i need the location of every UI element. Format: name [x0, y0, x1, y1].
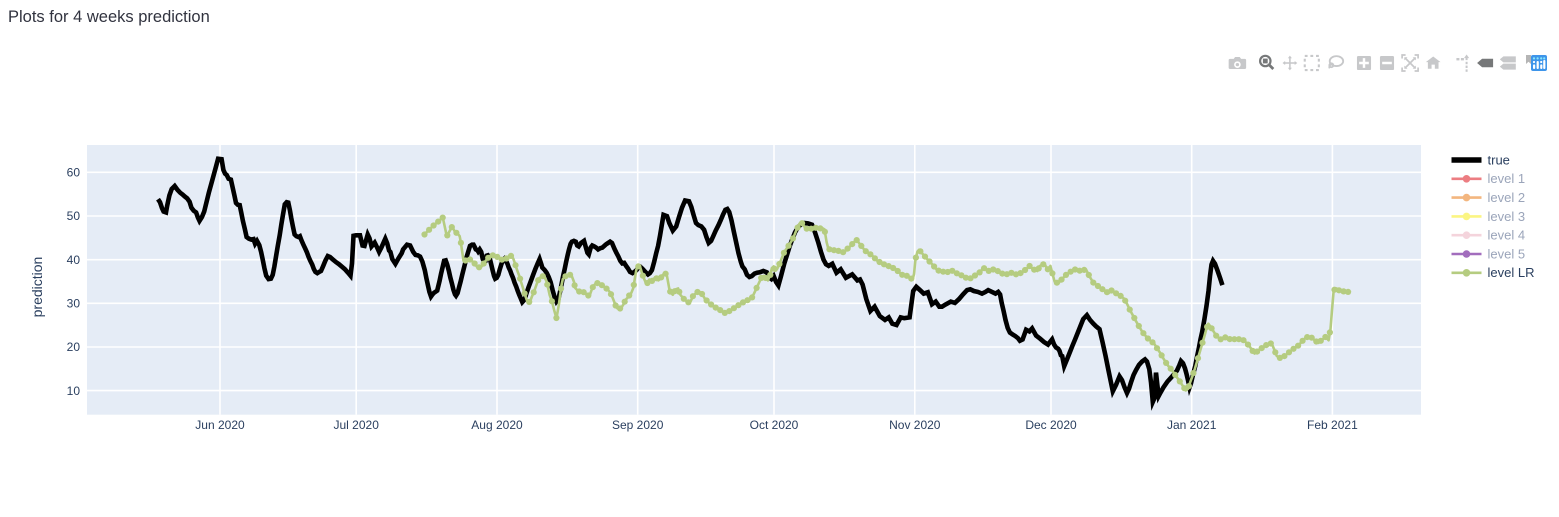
svg-text:level 2: level 2	[1488, 190, 1526, 205]
svg-text:Jan 2021: Jan 2021	[1167, 418, 1217, 432]
svg-text:20: 20	[67, 340, 81, 354]
svg-text:Feb 2021: Feb 2021	[1307, 418, 1358, 432]
svg-text:50: 50	[67, 209, 81, 223]
svg-text:level LR: level LR	[1488, 265, 1535, 280]
svg-text:10: 10	[67, 384, 81, 398]
svg-text:Sep 2020: Sep 2020	[612, 418, 664, 432]
svg-text:Jul 2020: Jul 2020	[334, 418, 380, 432]
svg-text:60: 60	[67, 166, 81, 180]
svg-text:level 4: level 4	[1488, 228, 1526, 243]
svg-text:level 3: level 3	[1488, 209, 1526, 224]
svg-text:Dec 2020: Dec 2020	[1025, 418, 1077, 432]
svg-text:true: true	[1488, 152, 1510, 167]
svg-text:prediction: prediction	[29, 257, 45, 318]
svg-text:level 1: level 1	[1488, 171, 1526, 186]
svg-text:Jun 2020: Jun 2020	[195, 418, 245, 432]
svg-text:Plots for 4 weeks prediction: Plots for 4 weeks prediction	[8, 8, 210, 26]
svg-text:30: 30	[67, 297, 81, 311]
svg-text:level 5: level 5	[1488, 246, 1526, 261]
svg-text:Aug 2020: Aug 2020	[471, 418, 523, 432]
svg-text:Oct 2020: Oct 2020	[750, 418, 799, 432]
svg-text:Nov 2020: Nov 2020	[889, 418, 941, 432]
svg-text:40: 40	[67, 253, 81, 267]
